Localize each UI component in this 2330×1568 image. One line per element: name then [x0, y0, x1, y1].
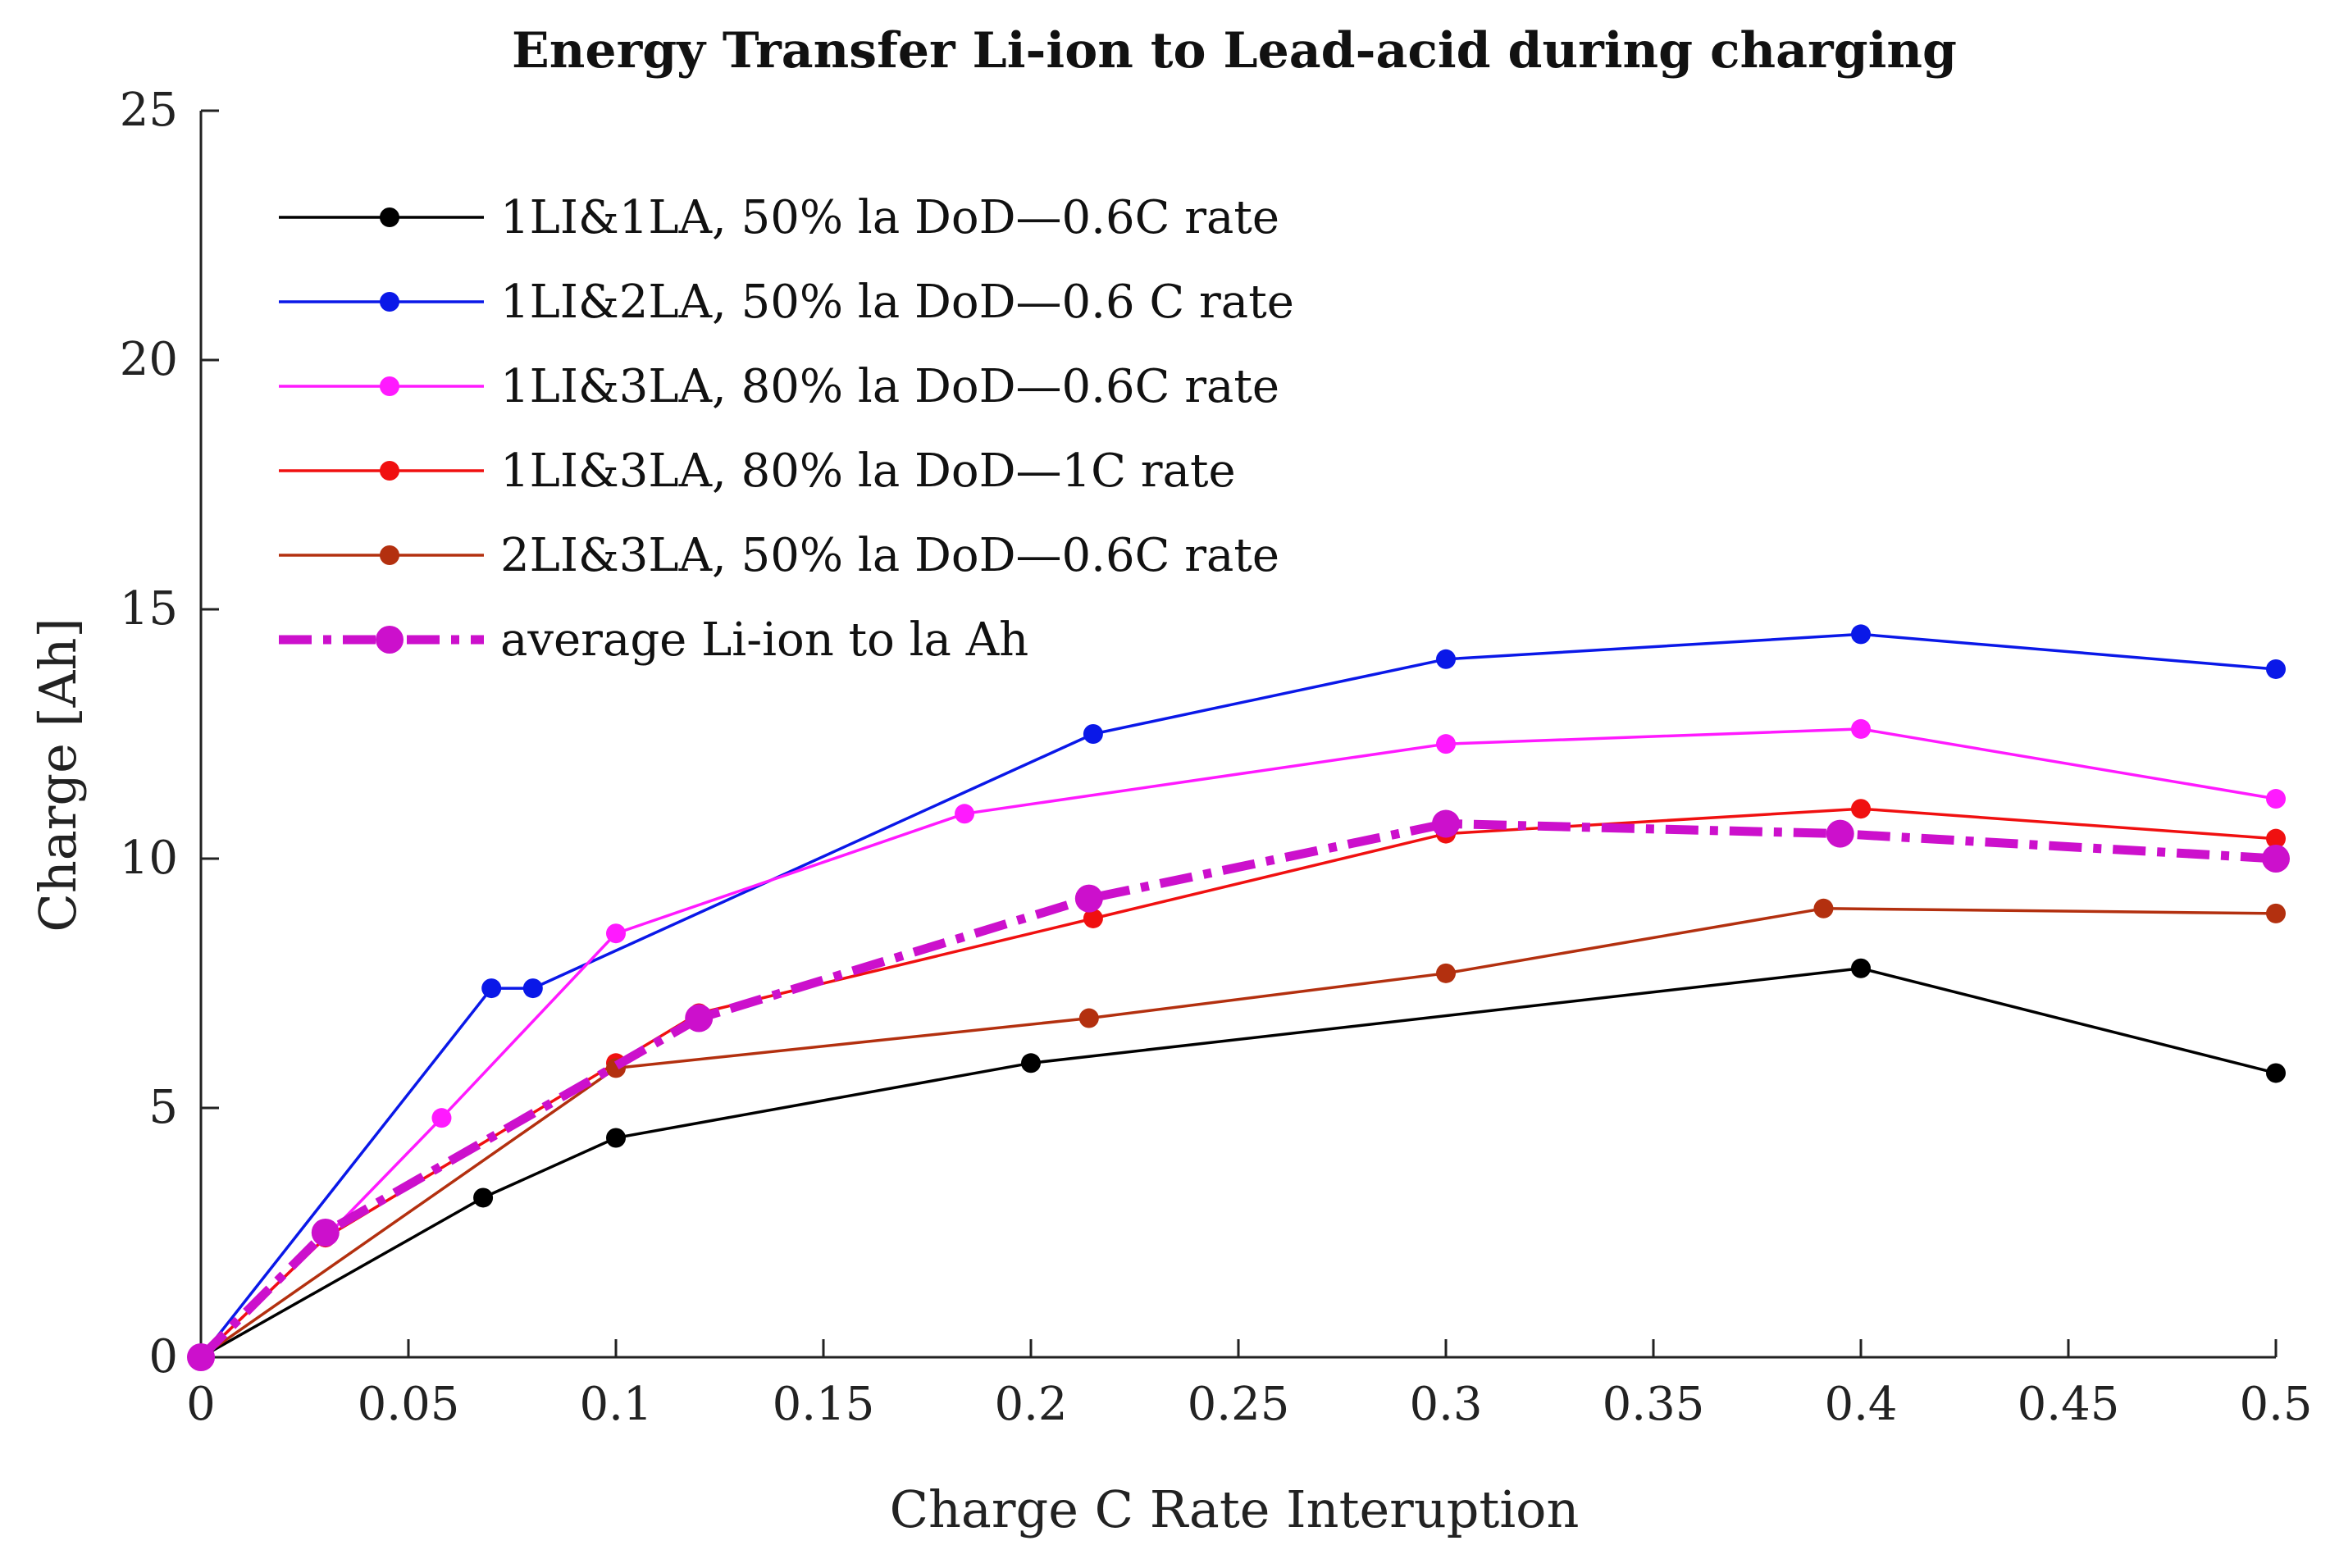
y-tick-label: 25 — [120, 84, 178, 137]
x-tick-label: 0.05 — [358, 1378, 460, 1431]
data-point — [2262, 845, 2290, 873]
series-4 — [191, 799, 2286, 1367]
legend-swatch-marker — [380, 292, 399, 312]
data-point — [685, 1004, 714, 1032]
data-point — [1851, 958, 1871, 978]
data-point — [481, 978, 502, 999]
legend-swatch-marker — [380, 207, 399, 227]
legend-label: 1LI&3LA, 80% la DoD—1C rate — [500, 444, 1236, 498]
data-point — [1851, 624, 1871, 645]
legend-label: 2LI&3LA, 50% la DoD—0.6C rate — [500, 529, 1279, 582]
series-2 — [191, 624, 2286, 1367]
series-line — [200, 967, 2277, 1359]
legend-label: 1LI&3LA, 80% la DoD—0.6C rate — [500, 360, 1279, 413]
legend-label: average Li-ion to la Ah — [500, 613, 1028, 667]
y-tick-label: 0 — [148, 1330, 178, 1383]
y-tick-label: 10 — [120, 832, 178, 885]
data-point — [1083, 908, 1103, 928]
data-point — [1083, 724, 1103, 744]
data-point — [1826, 819, 1854, 848]
x-tick-label: 0.5 — [2239, 1378, 2312, 1431]
data-point — [606, 1128, 626, 1148]
y-axis-ticks: 0 5 10 15 20 25 — [120, 84, 219, 1383]
legend-swatch-marker — [376, 626, 404, 654]
data-point — [431, 1108, 452, 1128]
y-axis-label: Charge [Ah] — [28, 618, 88, 932]
x-tick-label: 0.25 — [1188, 1378, 1290, 1431]
x-tick-label: 0.3 — [1409, 1378, 1482, 1431]
data-point — [1436, 963, 1456, 983]
chart-title: Energy Transfer Li-ion to Lead-acid duri… — [512, 22, 1957, 80]
x-axis-ticks: 0 0.05 0.1 0.15 0.2 0.25 0.3 0.35 0.4 0.45 0.5 — [186, 1339, 2313, 1431]
data-point — [1078, 1008, 1099, 1028]
x-tick-label: 0.35 — [1603, 1378, 1705, 1431]
data-point — [606, 923, 626, 944]
x-tick-label: 0.4 — [1824, 1378, 1897, 1431]
data-point — [2266, 828, 2286, 849]
x-tick-label: 0 — [186, 1378, 216, 1431]
legend: 1LI&1LA, 50% la DoD—0.6C rate 1LI&2LA, 50… — [279, 191, 1294, 667]
data-point — [1021, 1053, 1041, 1073]
data-point — [2266, 789, 2286, 809]
series-6 — [187, 809, 2290, 1371]
legend-entry: 1LI&2LA, 50% la DoD—0.6 C rate — [279, 276, 1294, 329]
x-tick-label: 0.2 — [994, 1378, 1067, 1431]
series-line — [199, 907, 2277, 1359]
x-tick-label: 0.1 — [579, 1378, 652, 1431]
data-point — [187, 1343, 215, 1371]
data-point — [1851, 718, 1871, 739]
x-tick-label: 0.45 — [2018, 1378, 2120, 1431]
legend-entry: 1LI&1LA, 50% la DoD—0.6C rate — [279, 191, 1279, 244]
legend-swatch-marker — [380, 461, 399, 481]
data-point — [2266, 659, 2286, 679]
x-axis-label: Charge C Rate Interuption — [890, 1479, 1580, 1539]
data-point — [1851, 799, 1871, 819]
data-point — [1432, 809, 1460, 838]
data-point — [1436, 649, 1456, 669]
data-point — [955, 804, 975, 824]
y-tick-label: 15 — [120, 582, 178, 636]
data-point — [522, 978, 543, 999]
legend-entry: 1LI&3LA, 80% la DoD—1C rate — [279, 444, 1236, 498]
x-tick-label: 0.15 — [773, 1378, 875, 1431]
legend-entry: 1LI&3LA, 80% la DoD—0.6C rate — [279, 360, 1279, 413]
y-tick-label: 5 — [148, 1081, 178, 1134]
data-point — [1436, 734, 1456, 754]
legend-entry: 2LI&3LA, 50% la DoD—0.6C rate — [279, 529, 1279, 582]
legend-swatch-marker — [380, 376, 399, 396]
legend-label: 1LI&1LA, 50% la DoD—0.6C rate — [500, 191, 1279, 244]
data-point — [1813, 898, 1834, 918]
series-layer — [187, 624, 2290, 1371]
data-point — [473, 1187, 494, 1208]
data-point — [2266, 903, 2286, 923]
data-point — [2266, 1063, 2286, 1083]
legend-swatch-marker — [380, 545, 399, 565]
series-line — [199, 807, 2277, 1359]
data-point — [311, 1219, 340, 1247]
data-point — [1074, 884, 1103, 913]
legend-entry: average Li-ion to la Ah — [279, 613, 1028, 667]
legend-label: 1LI&2LA, 50% la DoD—0.6 C rate — [500, 276, 1294, 329]
y-tick-label: 20 — [120, 333, 178, 386]
